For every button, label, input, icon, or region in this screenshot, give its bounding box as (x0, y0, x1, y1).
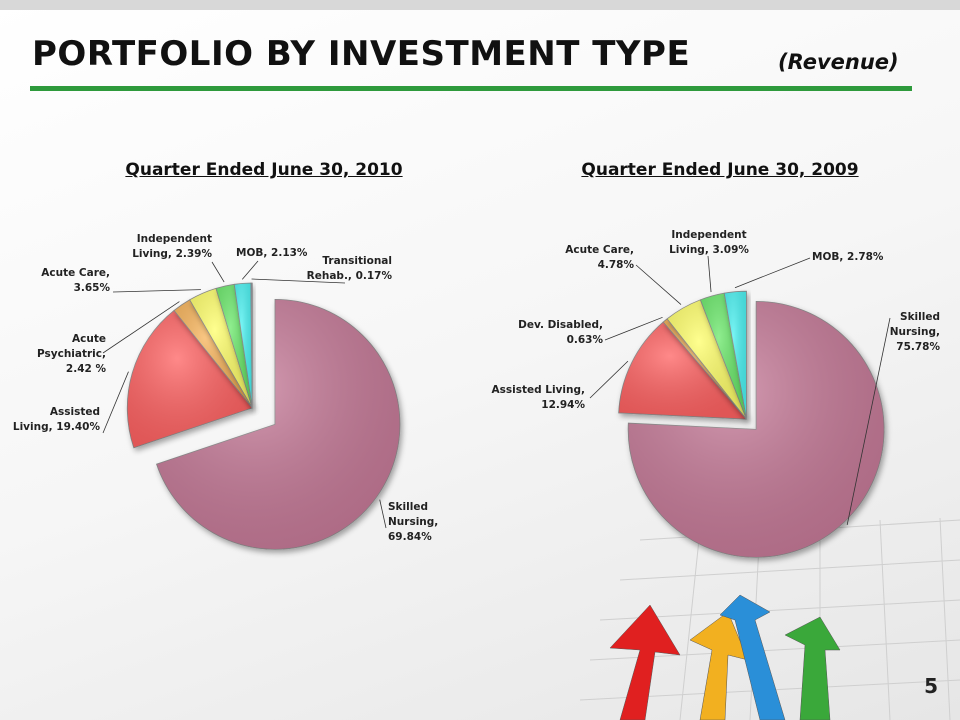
slice-shine (667, 299, 747, 420)
leader-line (102, 301, 180, 354)
slice-shine (724, 291, 747, 420)
top-bar (0, 0, 960, 10)
arrows (609, 594, 841, 720)
leader-line (379, 499, 387, 529)
slice-shine (234, 283, 253, 408)
data-label: Skilled Nursing, 75.78% (889, 311, 940, 353)
page-number: 5 (924, 674, 938, 698)
data-label: Assisted Living, 12.94% (491, 384, 585, 411)
title-rule (30, 86, 912, 91)
data-label: Transitional Rehab., 0.17% (306, 255, 392, 282)
slice-shine (189, 288, 253, 408)
slide-subtitle: (Revenue) (778, 50, 899, 74)
data-label: Skilled Nursing, 69.84% (388, 501, 439, 543)
slice-shine (127, 310, 253, 448)
data-label: MOB, 2.13% (236, 247, 308, 259)
data-label: Assisted Living, 19.40% (12, 406, 100, 433)
data-label: Acute Psychiatric, 2.42 % (37, 333, 106, 375)
slice-shine (628, 301, 885, 558)
leader-line (589, 360, 629, 399)
leader-line (241, 260, 259, 280)
leader-line (112, 289, 201, 293)
leader-line (102, 371, 129, 434)
leader-line (211, 261, 225, 283)
leader-line (707, 255, 712, 293)
chart-title: Quarter Ended June 30, 2009 (581, 160, 859, 180)
leader-line (251, 278, 346, 284)
data-label: Acute Care, 3.65% (41, 267, 110, 294)
slice-shine (156, 299, 400, 550)
slice-shine (618, 322, 747, 420)
data-label: Independent Living, 3.09% (669, 229, 749, 256)
slide-title: PORTFOLIO BY INVESTMENT TYPE (32, 34, 691, 74)
slice-shine (700, 293, 747, 420)
leader-line (635, 264, 682, 305)
slice-shine (250, 282, 253, 408)
leader-line (604, 316, 663, 341)
data-label: Acute Care, 4.78% (565, 244, 634, 271)
leader-line (734, 257, 811, 289)
chart-title: Quarter Ended June 30, 2010 (125, 160, 403, 180)
slice-shine (174, 299, 253, 408)
data-label: Dev. Disabled, 0.63% (518, 319, 603, 346)
data-label: MOB, 2.78% (812, 251, 884, 263)
slice-shine (215, 284, 253, 408)
leader-line (846, 317, 891, 526)
data-label: Independent Living, 2.39% (132, 233, 212, 260)
slice-shine (663, 318, 747, 420)
